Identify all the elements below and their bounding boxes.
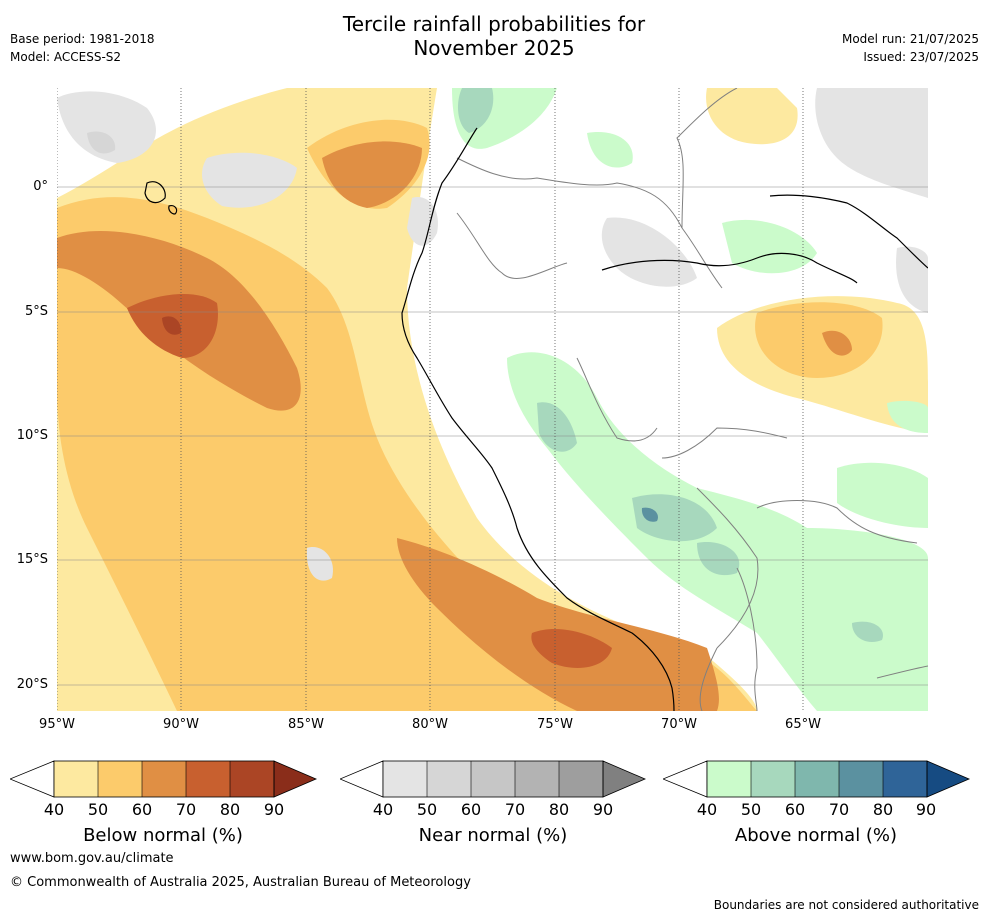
near-tick-70: 70 [504, 800, 526, 819]
below-normal-40-region-ne [706, 88, 798, 145]
below-normal-80-region [162, 316, 182, 335]
below-normal-colorbar [10, 760, 318, 798]
above-tick-40: 40 [696, 800, 718, 819]
near-normal-40-nw [57, 91, 156, 163]
below-normal-50-region-east [755, 302, 883, 378]
above-normal-40-colombia [587, 132, 633, 168]
below-normal-60-region-south [397, 538, 719, 711]
title-line-2: November 2025 [413, 36, 575, 60]
near-tick-80: 80 [548, 800, 570, 819]
near-normal-40-east-edge [896, 246, 928, 313]
above-tick-50: 50 [740, 800, 762, 819]
above-normal-title: Above normal (%) [734, 825, 898, 846]
below-tick-70: 70 [175, 800, 197, 819]
near-tick-50: 50 [416, 800, 438, 819]
lon-label-95w: 95°W [39, 717, 75, 732]
near-normal-50-patch [87, 131, 116, 154]
above-normal-50-coast [457, 88, 494, 133]
above-tick-60: 60 [784, 800, 806, 819]
above-tick-80: 80 [872, 800, 894, 819]
meridians [57, 88, 804, 711]
lon-label-85w: 85°W [288, 717, 324, 732]
issued-date: Issued: 23/07/2025 [863, 50, 979, 64]
near-normal-40-central [601, 217, 697, 287]
below-normal-60-region-north [322, 141, 422, 208]
near-normal-colorbar [340, 760, 646, 798]
lat-label-0: 0° [33, 179, 48, 194]
below-tick-60: 60 [131, 800, 153, 819]
lat-label-5s: 5°S [24, 304, 48, 319]
near-normal-title: Near normal (%) [418, 825, 568, 846]
coastline [144, 127, 928, 711]
below-normal-70-region-south [531, 628, 612, 668]
meta-right: Model run: 21/07/2025 Issued: 23/07/2025 [842, 30, 979, 66]
below-tick-80: 80 [219, 800, 241, 819]
above-normal-50-lake [697, 542, 740, 576]
gridlines [57, 186, 928, 686]
lon-label-80w: 80°W [412, 717, 448, 732]
above-normal-40-east-patch [887, 400, 928, 433]
copyright-notice: © Commonwealth of Australia 2025, Austra… [10, 875, 471, 890]
near-tick-40: 40 [372, 800, 394, 819]
map-svg [57, 88, 928, 711]
below-tick-90: 90 [263, 800, 285, 819]
lat-label-20s: 20°S [16, 677, 48, 692]
lat-label-10s: 10°S [16, 428, 48, 443]
near-normal-40-coast [407, 197, 438, 246]
base-period: Base period: 1981-2018 [10, 32, 155, 46]
above-normal-40-southeast [837, 462, 928, 528]
title-line-1: Tercile rainfall probabilities for [342, 12, 646, 36]
website-link[interactable]: www.bom.gov.au/climate [10, 851, 174, 866]
model-run: Model run: 21/07/2025 [841, 32, 979, 46]
above-tick-70: 70 [828, 800, 850, 819]
above-normal-50-bolivia [632, 494, 717, 542]
above-normal-50-andes [537, 402, 577, 452]
above-normal-40-amazon [722, 219, 817, 274]
below-normal-title: Below normal (%) [83, 825, 243, 846]
above-tick-90: 90 [915, 800, 937, 819]
above-normal-50-south [852, 621, 883, 643]
country-boundaries [456, 88, 928, 711]
lon-label-90w: 90°W [163, 717, 199, 732]
near-normal-40-southwest [306, 547, 333, 581]
near-normal-40-northeast [815, 88, 928, 198]
lon-label-75w: 75°W [537, 717, 573, 732]
near-tick-90: 90 [592, 800, 614, 819]
above-normal-70-bolivia [641, 507, 658, 522]
lon-label-70w: 70°W [661, 717, 697, 732]
below-normal-60-region-east [822, 330, 852, 356]
near-normal-40-galapagos [202, 152, 297, 208]
lat-label-15s: 15°S [16, 552, 48, 567]
probability-map [57, 88, 928, 711]
below-tick-50: 50 [87, 800, 109, 819]
lon-label-65w: 65°W [785, 717, 821, 732]
below-tick-40: 40 [43, 800, 65, 819]
above-normal-colorbar [663, 760, 971, 798]
meta-left: Base period: 1981-2018 Model: ACCESS-S2 [10, 30, 155, 66]
map-title: Tercile rainfall probabilities for Novem… [0, 12, 988, 60]
near-tick-60: 60 [460, 800, 482, 819]
boundary-disclaimer: Boundaries are not considered authoritat… [713, 898, 979, 912]
above-normal-40-andes [507, 352, 928, 711]
model-name: Model: ACCESS-S2 [10, 50, 122, 64]
